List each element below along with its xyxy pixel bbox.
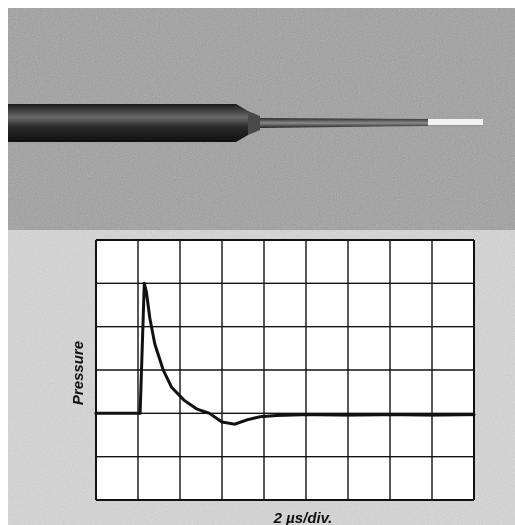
sensor-needle (260, 118, 428, 128)
pressure-chart: 2 µs/div. Pressure (8, 230, 515, 525)
sensor-photo (8, 8, 515, 230)
sensor-body (8, 104, 248, 142)
sensor-photo-image (8, 8, 515, 230)
grid (95, 239, 475, 501)
y-axis-label: Pressure (70, 341, 87, 405)
pressure-trace (94, 281, 476, 426)
x-axis-label: 2 µs/div. (273, 510, 333, 525)
oscilloscope-plot: 2 µs/div. Pressure (8, 230, 515, 525)
sensor-collar (248, 111, 260, 135)
sensor-tip-shadow (428, 125, 483, 127)
sensor-tip (428, 119, 483, 126)
